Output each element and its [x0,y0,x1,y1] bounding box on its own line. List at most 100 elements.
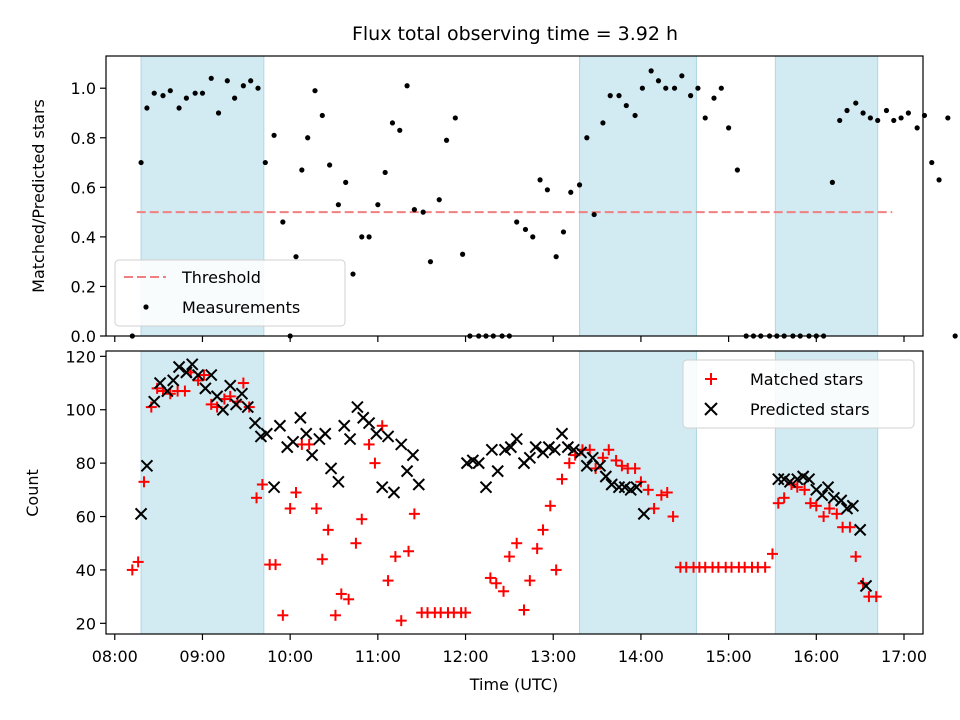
predicted-star-point [332,475,345,489]
matched-star-point [610,454,622,466]
measurement-point [875,117,881,124]
predicted-star-point [205,368,218,382]
y-tick-label: 60 [76,508,96,527]
chart-title: Flux total observing time = 3.92 h [352,23,678,45]
matched-star-point [498,585,510,597]
x-tick-label: 13:00 [530,647,576,666]
bottom-y-axis-label: Count [23,469,42,517]
matched-star-point [823,503,835,515]
measurement-point [280,219,286,225]
measurement-point [167,88,173,94]
matched-star-point [460,607,472,619]
matched-star-point [490,577,502,589]
x-tick-label: 11:00 [355,647,401,666]
measurement-point [335,202,341,208]
matched-star-point [322,524,334,536]
measurement-point [460,251,466,257]
matched-star-point [138,476,150,488]
matched-star-point [556,473,568,485]
measurement-point [891,117,897,124]
predicted-star-point [370,427,383,440]
observing-window-band [579,55,697,337]
matched-star-point [277,609,289,621]
predicted-star-point [241,400,254,414]
measurement-point [945,115,951,121]
matched-star-point [661,487,673,498]
measurement-point [436,197,442,203]
matched-star-point [584,444,596,456]
y-tick-label: 0.6 [71,178,96,197]
matched-star-point [363,438,375,450]
measurement-point [224,78,230,84]
measurement-point [350,271,356,277]
measurement-point [711,95,717,101]
measurement-point [397,127,403,133]
matched-star-point [256,478,268,490]
x-axis-label: Time (UTC) [469,675,558,694]
measurement-point [427,259,434,265]
predicted-star-point [362,416,376,430]
matched-star-point [870,591,882,603]
predicted-star-point [580,459,594,473]
matched-star-point [192,374,204,386]
measurement-point [718,85,724,91]
x-tick-label: 09:00 [179,647,225,666]
matched-star-point [590,462,602,474]
predicted-star-point [140,459,154,473]
matched-star-point [503,551,515,563]
measurement-point [853,100,859,106]
predicted-star-point [802,472,816,486]
observing-window-band [140,350,265,635]
measurement-point [319,112,325,119]
predicted-star-point [859,579,873,593]
matched-star-point [766,548,778,560]
predicted-star-point [548,443,561,456]
matched-star-point [537,524,549,536]
matched-star-point [237,377,249,389]
top-y-axis-label: Matched/Predicted stars [29,99,48,293]
measurement-point [262,159,268,166]
measurement-point [837,117,843,124]
predicted-star-point [504,440,518,454]
measurement-point [726,125,732,131]
matched-star-point [126,564,138,576]
measurement-point [327,162,333,168]
predicted-star-point [294,411,307,424]
matched-star-point [369,457,381,469]
measurement-point [138,159,144,166]
predicted-star-point [815,488,829,502]
matched-star-point [759,561,771,573]
matched-star-point [772,497,784,509]
matched-star-point [563,457,575,469]
matched-star-point [251,492,263,504]
predicted-star-point [381,430,395,443]
matched-star-point [303,438,315,450]
matched-star-point [179,385,191,397]
measurement-point [898,115,904,121]
matched-star-point [831,508,843,520]
measurement-point [452,115,458,121]
measurement-point [160,93,166,99]
matched-star-point [791,481,803,493]
measurement-point [734,167,740,173]
measurement-point [537,177,543,183]
matched-star-point [642,484,654,496]
predicted-star-point [529,440,542,454]
measurement-point [639,85,645,91]
legend-measurements-label: Measurements [182,298,300,317]
y-tick-label: 1.0 [71,79,96,98]
y-tick-label: 0.0 [71,327,96,346]
measurement-point [151,90,157,96]
matched-star-point [310,503,322,515]
predicted-star-point [593,459,607,473]
predicted-star-point [612,480,626,494]
measurement-point [607,93,613,99]
matched-star-point [270,559,282,571]
measurement-point [860,110,866,116]
measurement-point [576,182,583,188]
matched-star-point [290,487,302,498]
measurement-point [240,83,246,89]
matched-star-point [395,615,407,627]
predicted-star-point [406,448,420,462]
predicted-star-point [343,432,357,446]
